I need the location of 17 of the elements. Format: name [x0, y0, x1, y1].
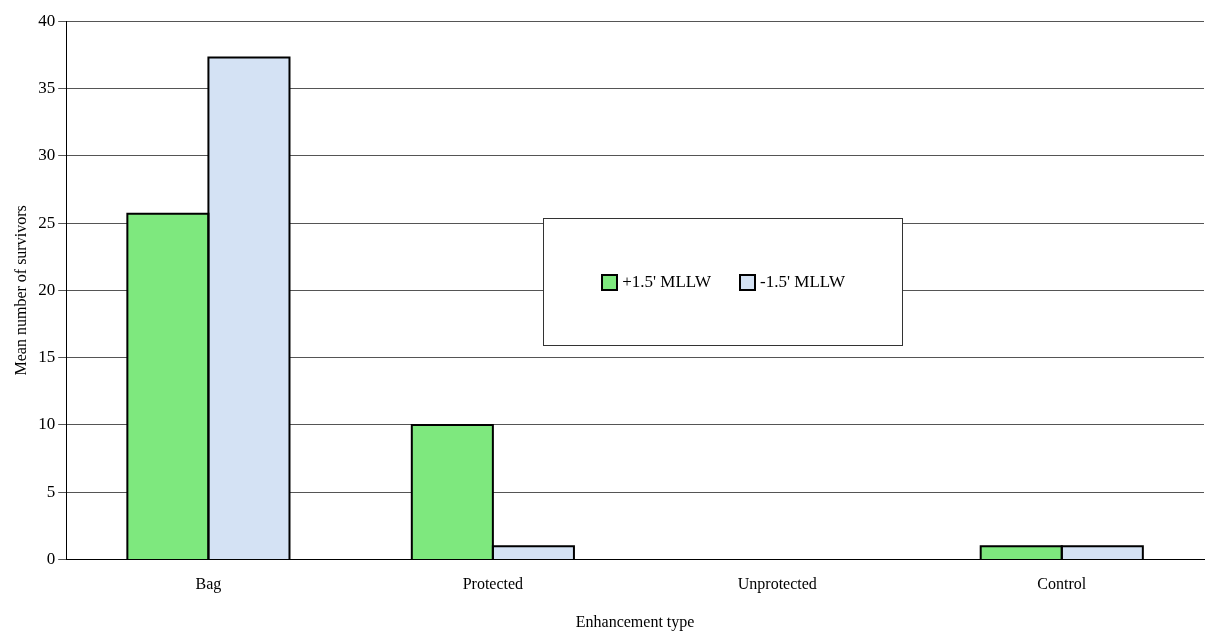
x-tick-label: Unprotected	[737, 575, 817, 594]
y-tick-label: 35	[38, 77, 56, 97]
y-tick-label: 10	[38, 414, 56, 434]
legend-label: -1.5' MLLW	[760, 272, 845, 293]
x-tick-label: Bag	[195, 575, 222, 594]
y-tick-label: 40	[38, 10, 56, 30]
y-axis-title: Mean number of survivors	[11, 205, 29, 376]
x-tick-label: Protected	[462, 575, 524, 593]
y-tick-label: 15	[38, 347, 56, 367]
y-tick-label: 20	[38, 279, 56, 299]
legend-label: +1.5' MLLW	[622, 272, 712, 293]
y-tick-label: 30	[38, 145, 56, 165]
x-axis-title: Enhancement type	[575, 612, 695, 631]
y-tick-label: 0	[46, 549, 56, 569]
x-tick-label: Control	[1037, 575, 1087, 593]
y-tick-label: 5	[46, 481, 56, 501]
y-tick-label: 25	[38, 212, 56, 232]
